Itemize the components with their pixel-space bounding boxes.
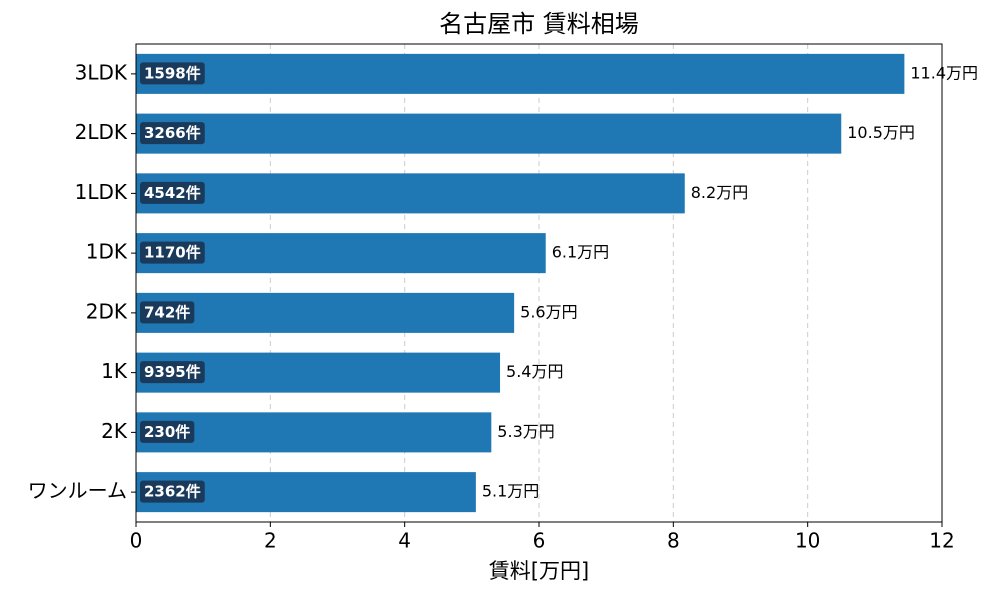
value-label: 6.1万円 <box>552 243 609 262</box>
y-tick-label: 3LDK <box>75 60 128 84</box>
count-badge <box>140 420 195 443</box>
x-tick-label: 0 <box>130 529 143 553</box>
count-badge <box>140 122 205 145</box>
count-label: 1170件 <box>144 244 201 262</box>
y-tick-label: 1LDK <box>75 180 128 204</box>
x-axis-label: 賃料[万円] <box>489 559 589 583</box>
value-label: 5.6万円 <box>520 302 577 321</box>
bar <box>136 412 492 453</box>
count-label: 1598件 <box>144 64 201 82</box>
y-tick-label: 2DK <box>86 299 128 323</box>
count-badge <box>140 301 195 324</box>
count-label: 9395件 <box>144 363 201 381</box>
count-label: 4542件 <box>144 184 201 202</box>
y-tick-label: 2K <box>101 419 128 443</box>
x-tick-label: 8 <box>667 529 680 553</box>
x-tick-label: 4 <box>398 529 411 553</box>
count-label: 3266件 <box>144 124 201 142</box>
chart-title: 名古屋市 賃料相場 <box>439 10 639 38</box>
value-label: 5.1万円 <box>482 482 539 501</box>
y-tick-label: 1K <box>101 359 128 383</box>
value-label: 5.3万円 <box>497 422 554 441</box>
count-badge <box>140 480 205 503</box>
value-label: 10.5万円 <box>847 123 915 142</box>
count-badge <box>140 181 205 204</box>
x-tick-label: 2 <box>264 529 277 553</box>
count-label: 230件 <box>144 423 190 441</box>
count-badge <box>140 361 205 384</box>
bar <box>136 113 842 154</box>
value-label: 11.4万円 <box>910 63 978 82</box>
count-badge <box>140 241 205 264</box>
y-tick-label: 1DK <box>86 240 128 264</box>
y-tick-label: ワンルーム <box>28 479 127 503</box>
count-label: 2362件 <box>144 483 201 501</box>
bar <box>136 53 905 94</box>
x-tick-label: 10 <box>795 529 820 553</box>
count-badge <box>140 62 205 85</box>
x-tick-label: 12 <box>929 529 954 553</box>
y-tick-label: 2LDK <box>75 120 128 144</box>
bar <box>136 173 685 214</box>
x-tick-label: 6 <box>533 529 546 553</box>
bar <box>136 292 515 333</box>
plot-frame <box>135 43 943 523</box>
value-label: 8.2万円 <box>691 183 748 202</box>
value-label: 5.4万円 <box>506 362 563 381</box>
count-label: 742件 <box>144 303 190 321</box>
